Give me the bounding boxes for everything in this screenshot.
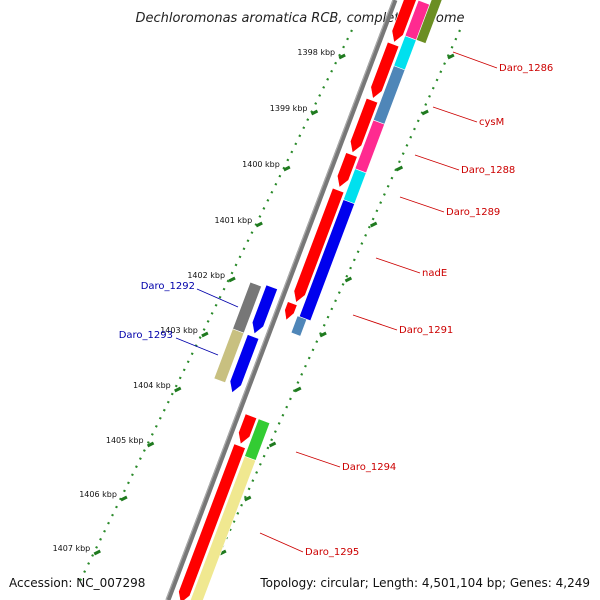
gene-label[interactable]: Daro_1291 (399, 325, 453, 336)
gene-leader-line (375, 257, 421, 274)
cds-feature-minus (229, 334, 260, 394)
cds-feature (284, 301, 298, 321)
tick-label: 1398 kbp (297, 48, 335, 57)
tick-mark-outer (228, 276, 236, 283)
gene-leader-line (414, 154, 460, 171)
tick-mark-outer (93, 549, 101, 556)
tick-mark-inner (369, 221, 378, 228)
gene-label[interactable]: Daro_1288 (461, 165, 515, 176)
tick-mark-inner (344, 276, 353, 283)
tick-mark-inner (395, 165, 404, 172)
tick-label: 1402 kbp (187, 271, 225, 280)
tick-label: 1399 kbp (270, 104, 308, 113)
label-group: Daro_1286 cysM Daro_1288 Daro_1289 nadE Daro_… (119, 51, 553, 558)
tick-label: 1405 kbp (106, 436, 144, 445)
gc-feature (415, 0, 443, 44)
cds-feature-minus (251, 284, 278, 335)
inner-tick-track (197, 29, 461, 600)
tick-mark-inner (319, 331, 327, 338)
gene-label[interactable]: nadE (422, 268, 447, 279)
tick-mark-outer (338, 53, 346, 60)
cds-feature (391, 0, 417, 43)
gene-leader-line (452, 51, 498, 69)
gene-label[interactable]: Daro_1286 (499, 63, 553, 74)
gene-leader-line (175, 337, 219, 356)
tick-mark-inner (421, 109, 429, 116)
tick-label: 1407 kbp (53, 544, 91, 553)
gene-leader-line (432, 106, 478, 123)
gene-label[interactable]: Daro_1292 (141, 281, 195, 292)
tick-mark-outer (146, 441, 155, 448)
genome-backbone (165, 0, 398, 600)
gene-leader-line (399, 196, 445, 213)
tick-label: 1401 kbp (214, 216, 252, 225)
gene-leader-line (196, 288, 239, 308)
tick-mark-inner (268, 441, 277, 448)
cds-feature (350, 97, 379, 154)
gc-feature (393, 35, 417, 71)
topology-text: Topology: circular; Length: 4,501,104 bp… (260, 576, 590, 590)
tick-mark-outer (310, 109, 319, 116)
tick-label: 1406 kbp (79, 490, 117, 499)
map-title: Dechloromonas aromatica RCB, complete ge… (135, 11, 464, 26)
gc-feature (190, 455, 257, 600)
gene-label[interactable]: Daro_1293 (119, 330, 173, 341)
gene-leader-line (259, 532, 304, 553)
gene-leader-line (352, 314, 398, 331)
tick-group: 1398 kbp 1399 kbp 1400 kbp 1401 kbp 1402 kbp… (53, 48, 455, 556)
gene-label[interactable]: Daro_1289 (446, 207, 500, 218)
tick-label: 1400 kbp (242, 160, 280, 169)
tick-mark-inner (294, 386, 302, 393)
gene-label[interactable]: cysM (479, 117, 504, 128)
cds-feature (336, 152, 358, 188)
genome-backbone-highlight (165, 0, 394, 600)
tick-mark-inner (244, 495, 252, 502)
tick-mark-outer (174, 386, 182, 393)
gene-label[interactable]: Daro_1295 (305, 547, 359, 558)
gene-label[interactable]: Daro_1294 (342, 462, 396, 473)
cds-feature (370, 41, 400, 100)
gc-feature (290, 315, 308, 337)
gc-feature (298, 199, 355, 322)
tick-mark-outer (283, 165, 291, 172)
feature-group (178, 0, 443, 600)
tick-label: 1404 kbp (133, 381, 171, 390)
gene-leader-line (295, 451, 341, 468)
tick-mark-outer (255, 221, 263, 228)
tick-mark-outer (120, 495, 128, 502)
cds-feature (238, 413, 258, 445)
tick-label: 1403 kbp (160, 326, 198, 335)
accession-text: Accession: NC_007298 (9, 576, 146, 590)
cds-feature-minus (213, 328, 245, 384)
tick-mark-outer (201, 331, 209, 338)
cds-feature (293, 187, 345, 304)
tick-mark-inner (447, 53, 455, 60)
